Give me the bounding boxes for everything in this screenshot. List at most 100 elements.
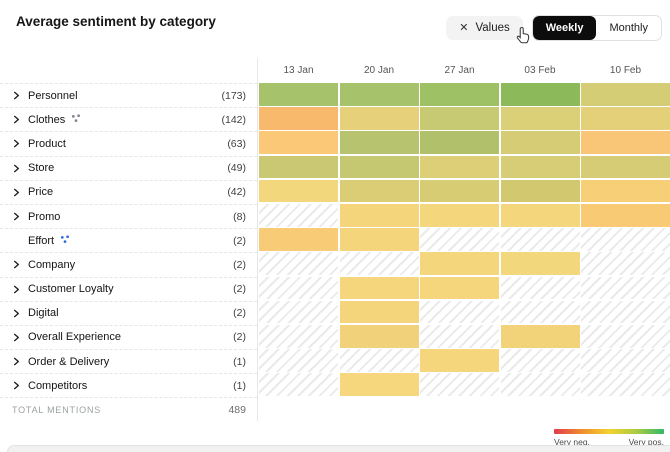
category-row-company[interactable]: Company (2) bbox=[0, 253, 257, 278]
heatmap-cell-personnel-20-jan[interactable] bbox=[339, 83, 419, 106]
heatmap-cell-order-delivery-10-feb bbox=[581, 349, 670, 372]
chevron-right-icon[interactable] bbox=[12, 357, 28, 366]
cluster-dots-icon bbox=[71, 113, 81, 126]
heatmap-cell-product-10-feb[interactable] bbox=[581, 131, 670, 155]
values-chip-label: Values bbox=[475, 22, 510, 34]
heatmap-cell-customer-loyalty-10-feb bbox=[581, 276, 670, 300]
legend-very-neg-label: Very neg. bbox=[554, 437, 590, 447]
heatmap-cell-promo-20-jan[interactable] bbox=[339, 203, 419, 227]
heatmap-cell-product-20-jan[interactable] bbox=[339, 131, 419, 155]
category-row-personnel[interactable]: Personnel (173) bbox=[0, 84, 257, 109]
heatmap-cell-competitors-13-jan bbox=[259, 373, 338, 396]
category-row-promo[interactable]: Promo (8) bbox=[0, 205, 257, 230]
heatmap-cell-clothes-13-jan[interactable] bbox=[259, 107, 338, 130]
heatmap-cell-order-delivery-27-jan[interactable] bbox=[420, 349, 499, 372]
heatmap-cell-overall-experience-03-feb[interactable] bbox=[500, 324, 580, 348]
category-row-overall-experience[interactable]: Overall Experience (2) bbox=[0, 326, 257, 351]
category-count: (8) bbox=[233, 210, 246, 223]
category-row-store[interactable]: Store (49) bbox=[0, 157, 257, 181]
values-toggle-chip[interactable]: ✕ Values bbox=[446, 16, 523, 40]
chevron-right-icon[interactable] bbox=[12, 212, 28, 221]
sentiment-heatmap: 13 Jan 20 Jan 27 Jan 03 Feb 10 Feb bbox=[259, 58, 670, 396]
category-row-competitors[interactable]: Competitors (1) bbox=[0, 374, 257, 399]
heatmap-cell-company-03-feb[interactable] bbox=[500, 252, 580, 275]
chevron-right-icon[interactable] bbox=[12, 164, 28, 173]
date-label: 10 Feb bbox=[609, 65, 642, 76]
category-label: Digital bbox=[28, 307, 59, 320]
page-title: Average sentiment by category bbox=[16, 14, 216, 29]
heatmap-cell-personnel-03-feb[interactable] bbox=[500, 83, 580, 106]
heatmap-cell-promo-10-feb[interactable] bbox=[581, 203, 670, 227]
heatmap-cell-clothes-10-feb[interactable] bbox=[581, 107, 670, 130]
category-row-digital[interactable]: Digital (2) bbox=[0, 302, 257, 326]
category-label: Clothes bbox=[28, 113, 81, 126]
heatmap-cell-digital-20-jan[interactable] bbox=[339, 300, 419, 324]
category-row-order-delivery[interactable]: Order & Delivery (1) bbox=[0, 350, 257, 375]
category-row-price[interactable]: Price (42) bbox=[0, 181, 257, 205]
heatmap-cell-digital-27-jan bbox=[420, 300, 499, 324]
chevron-right-icon[interactable] bbox=[12, 91, 28, 100]
total-mentions-row: TOTAL MENTIONS 489 bbox=[0, 398, 257, 421]
heatmap-cell-product-03-feb[interactable] bbox=[500, 131, 580, 155]
heatmap-cell-price-20-jan[interactable] bbox=[339, 179, 419, 203]
heatmap-cell-company-27-jan[interactable] bbox=[420, 252, 499, 275]
heatmap-cell-price-13-jan[interactable] bbox=[259, 179, 338, 203]
category-panel: Personnel (173) Clothes (142) Product (63) Sto… bbox=[0, 83, 257, 421]
weekly-button[interactable]: Weekly bbox=[532, 16, 597, 40]
heatmap-cell-competitors-27-jan bbox=[420, 373, 499, 396]
heatmap-cell-price-27-jan[interactable] bbox=[420, 179, 499, 203]
heatmap-cell-company-13-jan bbox=[259, 252, 338, 275]
heatmap-cell-product-27-jan[interactable] bbox=[420, 131, 499, 155]
total-mentions-label: TOTAL MENTIONS bbox=[12, 404, 102, 415]
legend-very-pos-label: Very pos. bbox=[628, 437, 664, 447]
heatmap-cell-promo-27-jan[interactable] bbox=[420, 203, 499, 227]
heatmap-cell-competitors-20-jan[interactable] bbox=[339, 373, 419, 396]
heatmap-cell-personnel-13-jan[interactable] bbox=[259, 83, 338, 106]
heatmap-cell-store-10-feb[interactable] bbox=[581, 155, 670, 179]
chevron-right-icon[interactable] bbox=[12, 188, 28, 197]
heatmap-cell-clothes-27-jan[interactable] bbox=[420, 107, 499, 130]
monthly-button[interactable]: Monthly bbox=[609, 22, 648, 34]
heatmap-cell-company-10-feb bbox=[581, 252, 670, 275]
legend-gradient-bar bbox=[554, 429, 664, 434]
heatmap-cell-price-10-feb[interactable] bbox=[581, 179, 670, 203]
heatmap-cell-customer-loyalty-20-jan[interactable] bbox=[339, 276, 419, 300]
heatmap-cell-personnel-27-jan[interactable] bbox=[420, 83, 499, 106]
heatmap-cell-store-13-jan[interactable] bbox=[259, 155, 338, 179]
chevron-right-icon[interactable] bbox=[12, 381, 28, 390]
heatmap-cell-overall-experience-13-jan bbox=[259, 324, 338, 348]
category-row-product[interactable]: Product (63) bbox=[0, 132, 257, 157]
heatmap-cell-customer-loyalty-27-jan[interactable] bbox=[420, 276, 499, 300]
category-label: Personnel bbox=[28, 89, 78, 102]
chevron-right-icon[interactable] bbox=[12, 285, 28, 294]
chevron-right-icon[interactable] bbox=[12, 139, 28, 148]
chevron-right-icon[interactable] bbox=[12, 333, 28, 342]
heatmap-cell-clothes-20-jan[interactable] bbox=[339, 107, 419, 130]
cluster-dots-icon bbox=[60, 234, 70, 247]
heatmap-cell-competitors-10-feb bbox=[581, 373, 670, 396]
category-row-effort[interactable]: Effort (2) bbox=[0, 229, 257, 254]
date-label: 27 Jan bbox=[444, 65, 475, 76]
heatmap-cell-product-13-jan[interactable] bbox=[259, 131, 338, 155]
category-row-customer-loyalty[interactable]: Customer Loyalty (2) bbox=[0, 278, 257, 302]
heatmap-cell-store-27-jan[interactable] bbox=[420, 155, 499, 179]
category-label: Competitors bbox=[28, 379, 88, 392]
heatmap-cell-overall-experience-20-jan[interactable] bbox=[339, 324, 419, 348]
heatmap-cell-clothes-03-feb[interactable] bbox=[500, 107, 580, 130]
date-label: 03 Feb bbox=[524, 65, 556, 76]
chevron-right-icon[interactable] bbox=[12, 309, 28, 318]
category-count: (2) bbox=[233, 258, 246, 271]
heatmap-cell-personnel-10-feb[interactable] bbox=[581, 83, 670, 106]
chevron-right-icon[interactable] bbox=[12, 260, 28, 269]
heatmap-cell-promo-03-feb[interactable] bbox=[500, 203, 580, 227]
heatmap-cell-store-20-jan[interactable] bbox=[339, 155, 419, 179]
heatmap-cell-store-03-feb[interactable] bbox=[500, 155, 580, 179]
heatmap-cell-price-03-feb[interactable] bbox=[500, 179, 580, 203]
close-icon[interactable]: ✕ bbox=[459, 21, 469, 34]
category-row-clothes[interactable]: Clothes (142) bbox=[0, 108, 257, 133]
heatmap-cell-effort-20-jan[interactable] bbox=[339, 228, 419, 251]
chevron-right-icon[interactable] bbox=[12, 115, 28, 124]
heatmap-cell-effort-10-feb bbox=[581, 228, 670, 251]
heatmap-cell-effort-13-jan[interactable] bbox=[259, 228, 338, 251]
